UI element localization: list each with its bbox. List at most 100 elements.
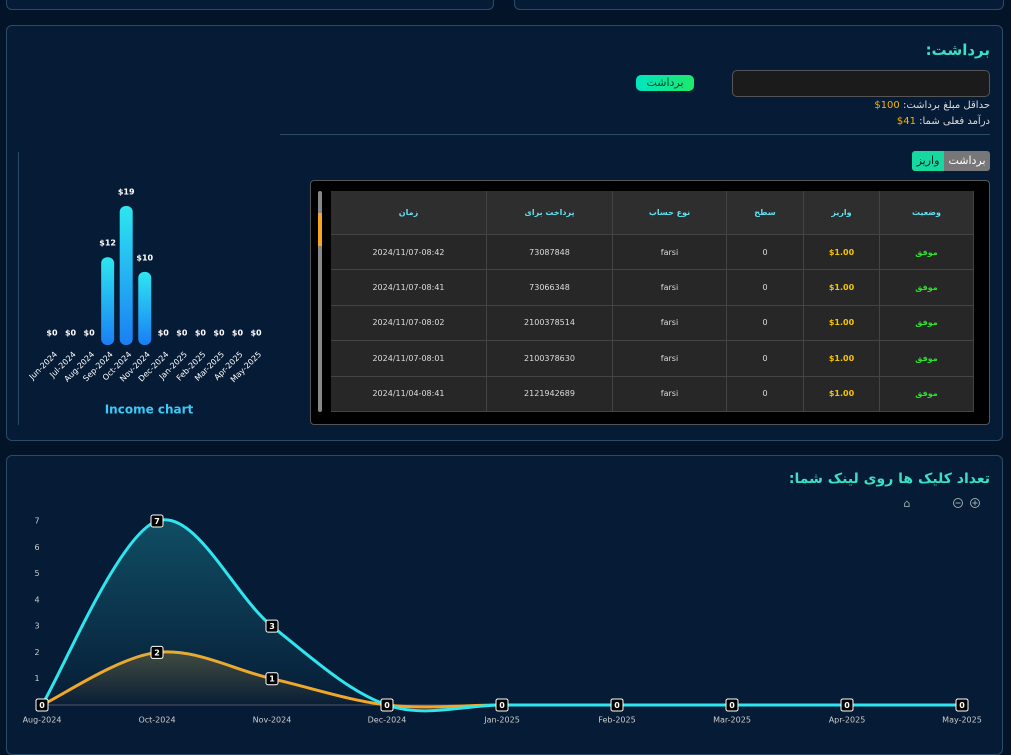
y-tick-label: 1 xyxy=(34,674,39,683)
zoom-out[interactable] xyxy=(953,498,963,508)
data-label: 0 xyxy=(844,701,850,710)
table-cell: موفق xyxy=(880,235,974,271)
table-cell: 0 xyxy=(727,341,804,377)
table-cell: موفق xyxy=(880,341,974,377)
table-cell: farsi xyxy=(613,270,727,306)
table-cell: 2024/11/07-08:42 xyxy=(331,235,487,271)
table-header: نوع حساب xyxy=(613,191,727,235)
y-tick-label: 6 xyxy=(34,543,39,552)
y-tick-label: 7 xyxy=(34,517,39,526)
bar xyxy=(101,257,115,345)
value-label: $0 xyxy=(232,329,244,338)
label-box xyxy=(265,619,279,633)
data-label: 3 xyxy=(269,622,275,631)
value-label: $0 xyxy=(46,329,58,338)
value-label: $0 xyxy=(158,329,170,338)
x-tick-label: Aug-2024 xyxy=(23,716,62,725)
x-tick-label: Dec-2024 xyxy=(368,716,407,725)
table-cell: 0 xyxy=(727,270,804,306)
toolbar: ⌂ xyxy=(904,497,980,510)
value-label: $0 xyxy=(65,329,77,338)
data-label: 0 xyxy=(499,701,505,710)
data-label: 1 xyxy=(269,675,275,684)
table-cell: 2024/11/07-08:01 xyxy=(331,341,487,377)
value-label: $0 xyxy=(250,329,262,338)
table-header: واریز xyxy=(804,191,880,235)
x-tick-label: Mar-2025 xyxy=(713,716,751,725)
value-label: $10 xyxy=(136,253,153,262)
table-cell: $1.00 xyxy=(804,305,880,342)
table-cell: farsi xyxy=(613,305,727,342)
top-panel xyxy=(6,0,494,10)
table-header: سطح xyxy=(727,191,804,235)
table-cell: 2024/11/04-08:41 xyxy=(331,376,487,412)
table-cell: farsi xyxy=(613,341,727,377)
data-label: 0 xyxy=(729,701,735,710)
area xyxy=(42,519,962,711)
table-cell: موفق xyxy=(880,305,974,342)
tab[interactable]: واریز xyxy=(912,151,944,171)
withdraw-title: برداشت: xyxy=(925,41,990,59)
data-label: 0 xyxy=(39,701,45,710)
value-label: $19 xyxy=(118,188,135,197)
label-box xyxy=(610,698,624,712)
table-header: زمان xyxy=(331,191,487,235)
min-label: حداقل مبلغ برداشت: xyxy=(902,100,990,111)
x-tick-label: Oct-2024 xyxy=(138,716,175,725)
table-cell: 2024/11/07-08:02 xyxy=(331,305,487,342)
clicks-title: تعداد کلیک ها روی لینک شما: xyxy=(788,471,990,487)
value-label: $0 xyxy=(213,329,225,338)
withdraw-button[interactable]: برداشت xyxy=(636,75,694,91)
table-cell: $1.00 xyxy=(804,235,880,271)
amount-input[interactable] xyxy=(732,70,990,97)
y-tick-label: 5 xyxy=(34,569,39,578)
income-value: 41$ xyxy=(896,116,916,127)
x-tick-label: May-2025 xyxy=(942,716,982,725)
scrollbar xyxy=(318,191,322,412)
value-label: $0 xyxy=(176,329,188,338)
x-tick-label: Apr-2025 xyxy=(829,716,866,725)
min-row: حداقل مبلغ برداشت: 100$ xyxy=(874,100,990,111)
table-cell: $1.00 xyxy=(804,270,880,306)
data-label: 7 xyxy=(154,517,160,526)
bar xyxy=(119,206,133,345)
y-tick-label: 3 xyxy=(34,622,39,631)
value-label: $0 xyxy=(84,329,96,338)
zoom-in[interactable] xyxy=(970,498,980,508)
table-cell: موفق xyxy=(880,270,974,306)
y-tick-label: 4 xyxy=(34,595,39,604)
label-box xyxy=(955,698,969,712)
scroll-thumb[interactable] xyxy=(318,213,322,246)
label-box xyxy=(495,698,509,712)
table-cell: $1.00 xyxy=(804,341,880,377)
label-box xyxy=(380,698,394,712)
label-box xyxy=(35,698,49,712)
income-title: Income chart xyxy=(105,403,194,417)
table-cell: 2100378630 xyxy=(487,341,613,377)
income-row: درآمد فعلی شما: 41$ xyxy=(897,116,990,127)
x-tick-label: Nov-2024 xyxy=(253,716,292,725)
data-label: 0 xyxy=(614,701,620,710)
label-box xyxy=(150,645,164,659)
home-icon[interactable]: ⌂ xyxy=(904,497,911,510)
table-cell: 2121942689 xyxy=(487,376,613,412)
table-box: وضعیت واریز سطح نوع حساب پرداخت برای زمان موفق… xyxy=(310,180,990,425)
value-label: $0 xyxy=(195,329,207,338)
label-box xyxy=(150,514,164,528)
table-cell: موفق xyxy=(880,376,974,412)
label-box xyxy=(265,672,279,686)
income-label: درآمد فعلی شما: xyxy=(919,116,990,127)
table-cell: 0 xyxy=(727,376,804,412)
table-cell: 0 xyxy=(727,235,804,271)
zoom-in-plus xyxy=(972,500,978,506)
table-cell: 73066348 xyxy=(487,270,613,306)
table-cell: 2024/11/07-08:41 xyxy=(331,270,487,306)
x-tick-label: Feb-2025 xyxy=(598,716,635,725)
table-cell: 73087848 xyxy=(487,235,613,271)
y-tick-label: 2 xyxy=(34,648,39,657)
table-header: وضعیت xyxy=(880,191,974,235)
table-cell: farsi xyxy=(613,235,727,271)
tab[interactable]: برداشت xyxy=(944,151,990,171)
